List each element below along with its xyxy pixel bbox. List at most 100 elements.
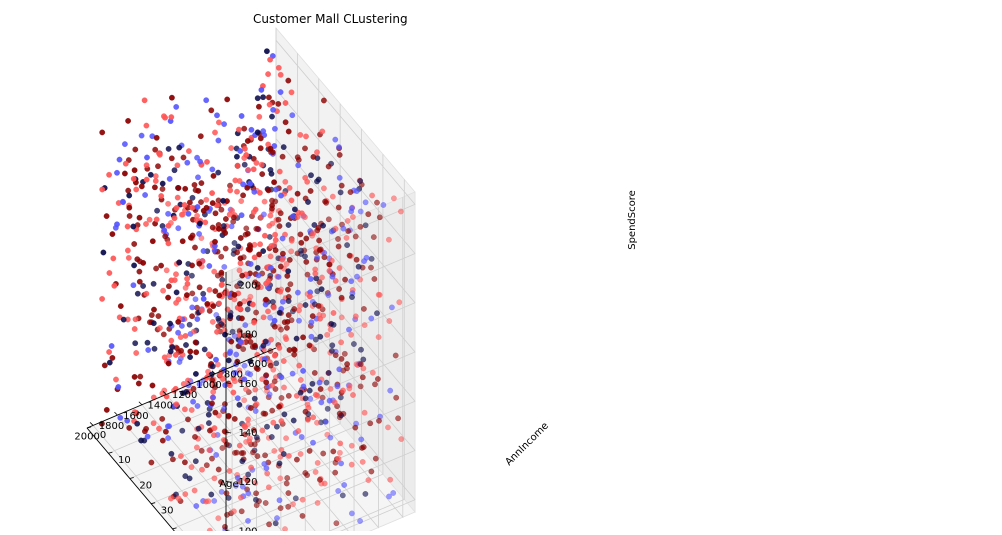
data-point (286, 504, 291, 509)
data-point (331, 310, 336, 315)
data-point (114, 170, 119, 175)
data-point (122, 141, 127, 146)
data-point (250, 302, 255, 307)
data-point (151, 321, 156, 326)
data-point (180, 428, 185, 433)
data-point (143, 426, 148, 431)
data-point (239, 316, 244, 321)
data-point (185, 378, 190, 383)
data-point (336, 488, 341, 493)
data-point (239, 213, 244, 218)
data-point (320, 129, 325, 134)
data-point (248, 261, 253, 266)
data-point (139, 133, 144, 138)
data-point (310, 231, 315, 236)
data-point (232, 292, 237, 297)
data-point (177, 359, 182, 364)
data-point (267, 102, 272, 107)
data-point (237, 268, 242, 273)
data-point (360, 375, 365, 380)
data-point (289, 238, 294, 243)
data-point (201, 296, 206, 301)
data-point (154, 217, 159, 222)
data-point (136, 381, 141, 386)
data-point (349, 511, 354, 516)
data-point (269, 114, 274, 119)
data-point (346, 327, 351, 332)
data-point (158, 263, 163, 268)
data-point (212, 269, 217, 274)
data-point (316, 238, 321, 243)
data-point (237, 301, 242, 306)
data-point (308, 276, 313, 281)
data-point (151, 281, 156, 286)
data-point (238, 261, 243, 266)
data-point (156, 151, 161, 156)
data-point (101, 250, 106, 255)
data-point (182, 407, 187, 412)
data-point (290, 371, 295, 376)
data-point (213, 410, 218, 415)
z-tick-label: 180 (238, 330, 257, 341)
data-point (107, 270, 112, 275)
data-point (289, 249, 294, 254)
data-point (160, 186, 165, 191)
data-point (206, 420, 211, 425)
data-point (257, 114, 262, 119)
data-point (152, 346, 157, 351)
data-point (223, 216, 228, 221)
data-point (336, 144, 341, 149)
data-point (131, 283, 136, 288)
data-point (386, 237, 391, 242)
data-point (192, 245, 197, 250)
data-point (254, 160, 259, 165)
data-point (278, 193, 283, 198)
data-point (230, 329, 235, 334)
data-point (281, 358, 286, 363)
data-point (251, 167, 256, 172)
data-point (373, 456, 378, 461)
data-point (106, 349, 111, 354)
data-point (313, 392, 318, 397)
data-point (227, 212, 232, 217)
data-point (330, 274, 335, 279)
x-tick-label: 1400 (148, 400, 173, 411)
data-point (280, 299, 285, 304)
data-point (169, 278, 174, 283)
data-point (239, 509, 244, 514)
data-point (289, 198, 294, 203)
data-point (267, 234, 272, 239)
data-point (164, 268, 169, 273)
data-point (152, 185, 157, 190)
data-point (238, 306, 243, 311)
data-point (189, 314, 194, 319)
x-tick (114, 412, 117, 415)
data-point (256, 104, 261, 109)
data-point (231, 509, 236, 514)
data-point (138, 374, 143, 379)
data-point (374, 200, 379, 205)
data-point (268, 337, 273, 342)
data-point (170, 457, 175, 462)
data-point (116, 384, 121, 389)
data-point (199, 448, 204, 453)
data-point (245, 138, 250, 143)
data-point (313, 469, 318, 474)
data-point (206, 352, 211, 357)
data-point (138, 438, 143, 443)
data-point (326, 370, 331, 375)
data-point (359, 437, 364, 442)
data-point (287, 185, 292, 190)
data-point (169, 338, 174, 343)
data-point (144, 155, 149, 160)
data-point (353, 425, 358, 430)
data-point (174, 104, 179, 109)
x-tick (139, 402, 142, 405)
data-point (204, 197, 209, 202)
data-point (245, 417, 250, 422)
data-point (311, 415, 316, 420)
data-point (278, 505, 283, 510)
data-point (240, 193, 245, 198)
data-point (335, 384, 340, 389)
data-point (285, 287, 290, 292)
